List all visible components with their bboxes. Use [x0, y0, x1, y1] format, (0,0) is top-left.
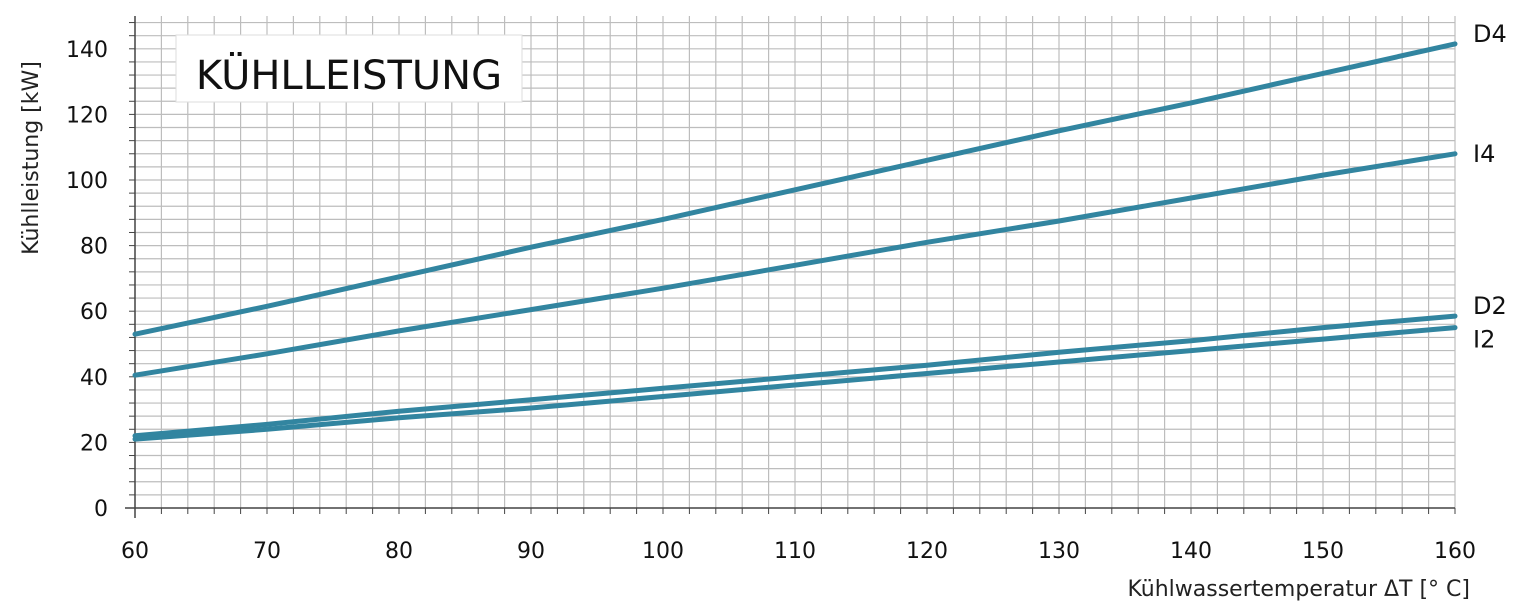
x-tick-label: 80 — [385, 539, 413, 564]
y-tick-labels: 0 20 40 60 80 100 120 140 — [66, 38, 108, 522]
series-line-d2 — [132, 313, 1458, 439]
chart-title-box: KÜHLLEISTUNG — [175, 34, 523, 103]
chart-title: KÜHLLEISTUNG — [196, 51, 502, 99]
series-lines — [132, 41, 1458, 442]
y-tick-label: 20 — [80, 431, 108, 456]
y-tick-label: 60 — [80, 300, 108, 325]
x-tick-label: 90 — [517, 539, 545, 564]
x-tick-label: 130 — [1038, 539, 1080, 564]
y-tick-label: 140 — [66, 38, 108, 63]
x-tick-label: 110 — [774, 539, 816, 564]
series-label-d2: D2 — [1473, 292, 1507, 320]
y-tick-label: 80 — [80, 235, 108, 260]
y-tick-label: 40 — [80, 366, 108, 391]
series-label-i4: I4 — [1473, 140, 1495, 168]
series-label-i2: I2 — [1473, 326, 1495, 354]
series-labels: D4 I4 D2 I2 — [1473, 20, 1507, 354]
y-tick-label: 120 — [66, 103, 108, 128]
y-axis-title: Kühlleistung [kW] — [19, 61, 44, 255]
x-tick-labels: 60 70 80 90 100 110 120 130 140 150 160 — [121, 539, 1476, 564]
axes — [125, 16, 1456, 518]
series-line-i4 — [132, 151, 1458, 378]
y-tick-label: 0 — [94, 497, 108, 522]
y-tick-label: 100 — [66, 169, 108, 194]
x-tick-label: 140 — [1170, 539, 1212, 564]
x-tick-label: 60 — [121, 539, 149, 564]
x-tick-label: 120 — [906, 539, 948, 564]
series-label-d4: D4 — [1473, 20, 1507, 48]
x-tick-label: 70 — [253, 539, 281, 564]
x-tick-label: 100 — [642, 539, 684, 564]
x-tick-label: 150 — [1302, 539, 1344, 564]
x-tick-label: 160 — [1434, 539, 1476, 564]
series-line-d4 — [132, 41, 1458, 337]
x-axis-title: Kühlwassertemperatur ΔT [° C] — [1127, 577, 1470, 602]
series-line-i2 — [132, 325, 1458, 442]
